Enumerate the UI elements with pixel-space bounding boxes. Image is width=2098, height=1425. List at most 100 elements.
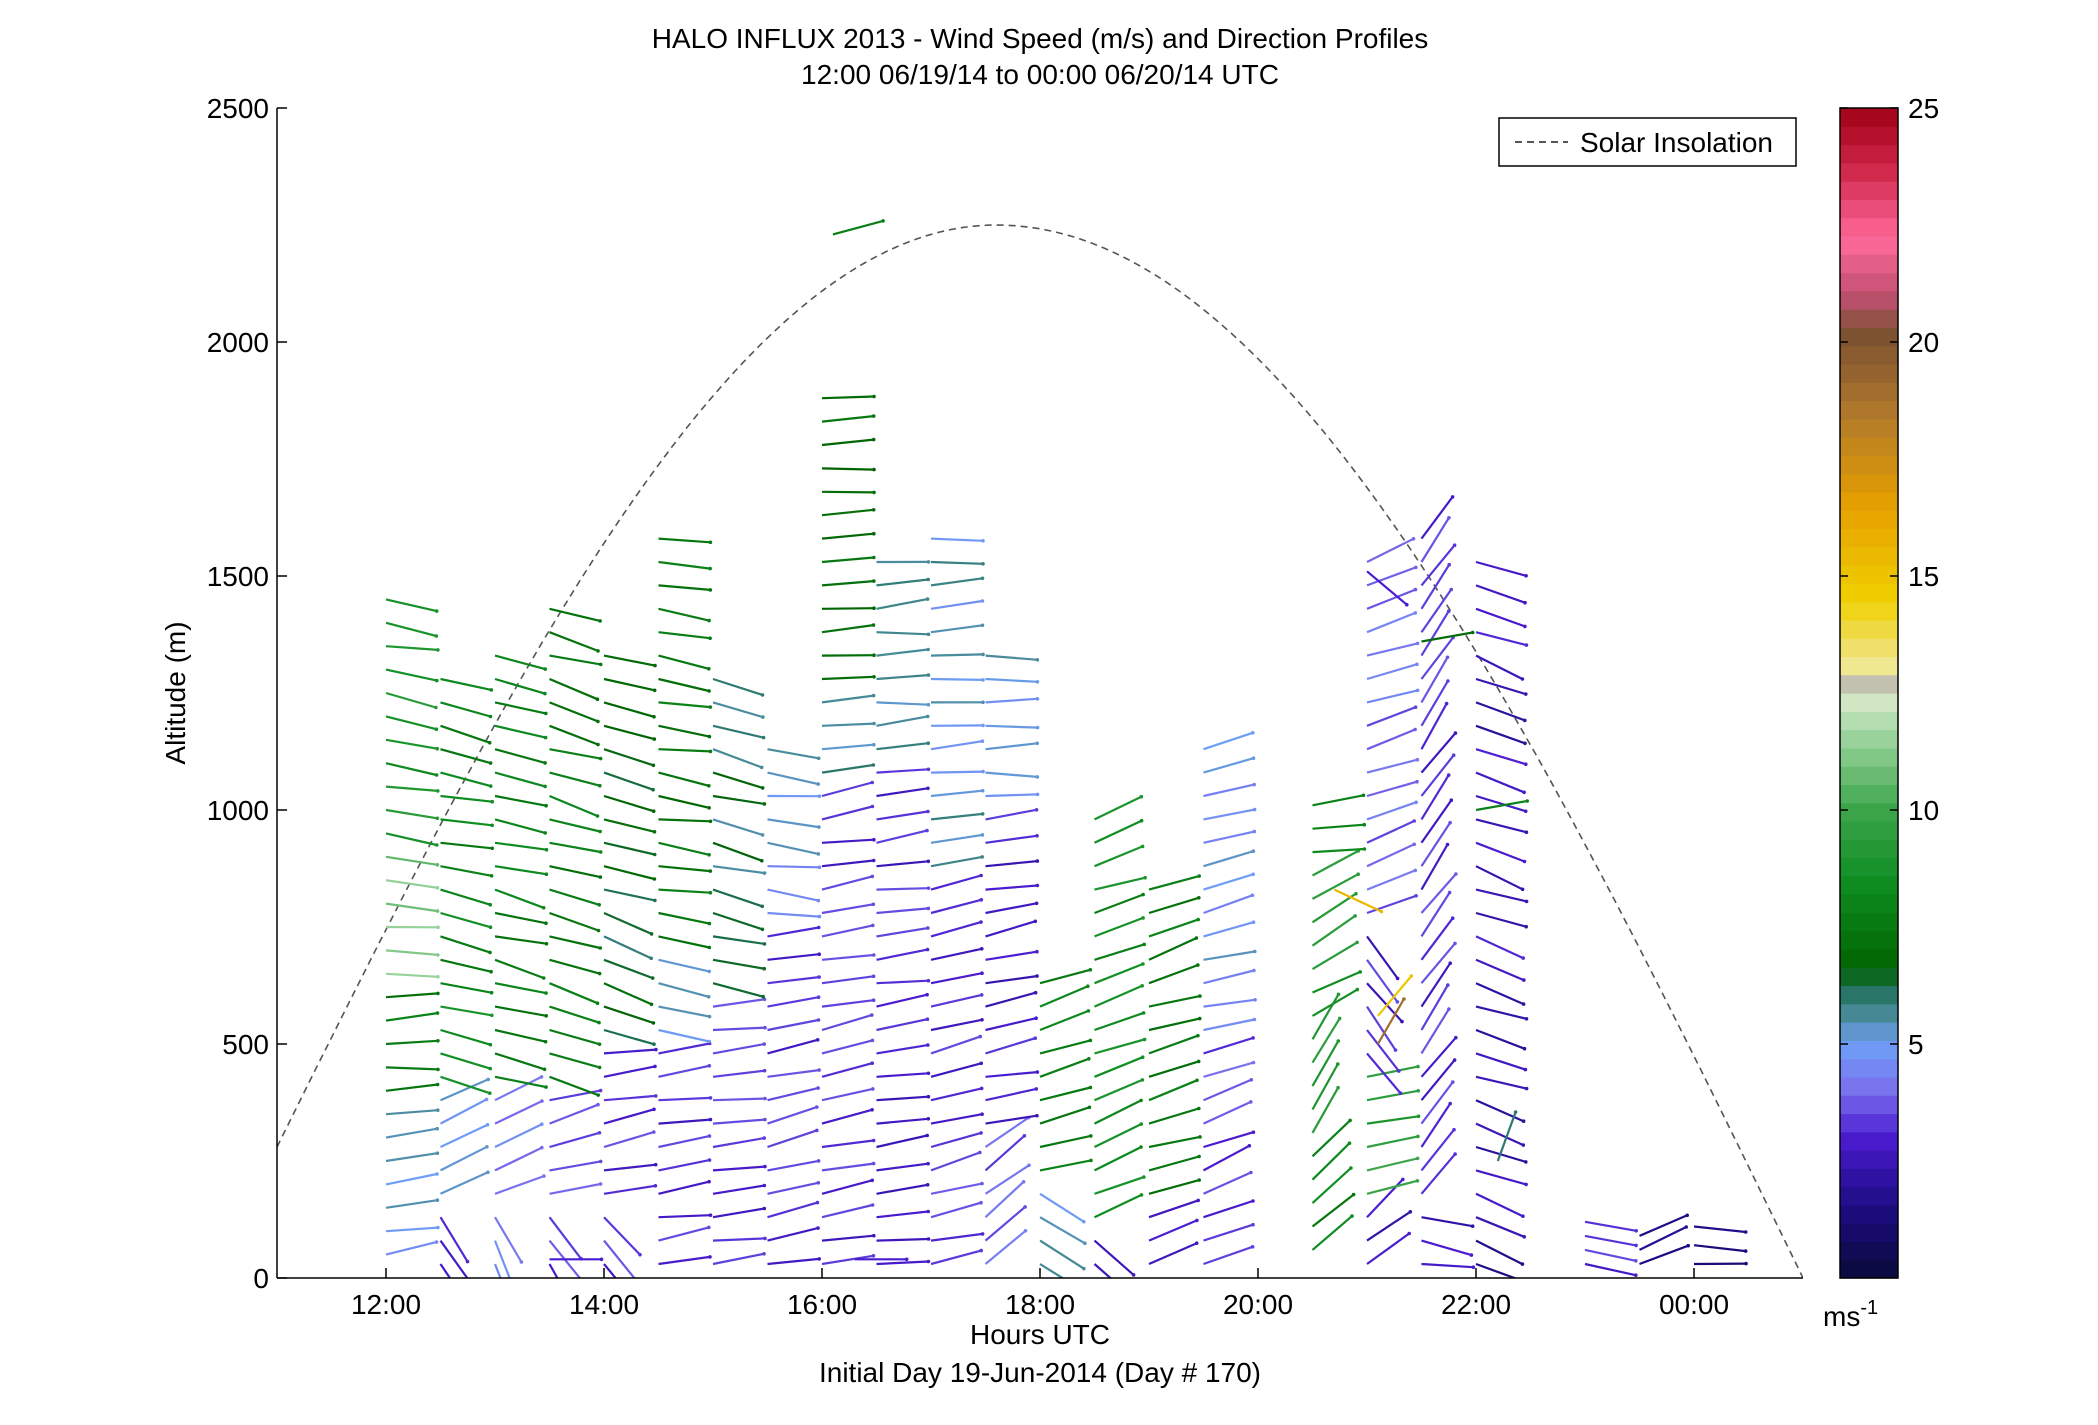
wind-vector [1203,894,1253,915]
wind-vector [821,580,874,587]
wind-vector [1475,560,1527,577]
wind-vector-head [1023,1229,1028,1233]
wind-vector [385,1172,438,1186]
wind-vector-head [816,898,821,903]
wind-vector-head [434,634,439,638]
wind-vector [494,1175,545,1195]
wind-vector [1148,1135,1201,1149]
wind-vector-head [436,648,440,652]
wind-vector [1203,998,1256,1008]
wind-vector-head [926,1209,930,1214]
wind-vector-head [1413,587,1418,592]
wind-vector-head [1336,1062,1340,1066]
wind-vector-head [926,1161,930,1166]
wind-vector-head [1524,1182,1528,1187]
wind-vector [494,865,547,876]
wind-vector-head [707,1225,711,1230]
wind-vector-head [638,1252,642,1257]
wind-vector [549,865,601,879]
wind-vector-head [1086,984,1090,988]
wind-vector [985,884,1038,891]
wind-vector-head [435,1082,440,1087]
x-tick-label: 22:00 [1441,1289,1511,1320]
wind-vector-head [1198,1135,1202,1139]
wind-vector [1420,799,1453,844]
wind-vector [1366,1005,1397,1051]
wind-vector-head [1250,893,1255,898]
colorbar-band [1840,199,1898,219]
wind-vector [821,805,873,821]
wind-vector [930,1182,983,1195]
wind-vector [658,771,710,787]
wind-vector-head [1379,909,1384,914]
wind-vector-head [1033,990,1038,995]
wind-vector-head [1415,1179,1420,1183]
wind-vector [712,1043,765,1055]
wind-vector [1203,1100,1252,1125]
wind-vector-head [872,579,876,583]
wind-vector-head [1521,1002,1526,1006]
colorbar-band [1840,162,1898,182]
wind-vector-head [1743,1249,1748,1253]
colorbar-band [1840,674,1898,694]
wind-vector-head [1033,919,1038,924]
wind-vector-head [1520,677,1525,681]
wind-vector [712,911,763,931]
wind-vector-head [1196,1033,1200,1038]
wind-vector [1420,732,1457,774]
wind-vector [876,1018,928,1032]
wind-vector-head [708,705,713,709]
wind-vector-head [486,1077,491,1082]
wind-vector [1420,1153,1456,1195]
colorbar-band [1840,1058,1898,1078]
wind-vector-head [598,1159,603,1164]
wind-vector-head [436,975,440,979]
wind-vector [767,865,820,869]
wind-vector [1148,964,1199,985]
wind-vector-head [1445,655,1450,660]
wind-vector [876,927,928,938]
wind-vector [876,1117,929,1125]
wind-vector-head [1251,849,1256,853]
wind-vector [984,1206,1026,1242]
wind-vector-head [870,1108,874,1112]
wind-vector-head [649,956,653,961]
wind-vector [603,841,655,856]
wind-vector [1203,1036,1254,1055]
wind-vector [1203,1223,1254,1242]
wind-vector [1420,1059,1456,1101]
wind-vector-head [1453,941,1457,946]
wind-vector-head [1035,883,1040,888]
wind-vector [494,841,547,851]
wind-vector [385,645,438,651]
wind-vector-head [1523,1280,1527,1284]
wind-vector [930,972,983,985]
wind-vector-head [1520,887,1525,892]
wind-vector-head [465,1259,470,1264]
wind-vector-head [761,715,765,719]
wind-vector [658,701,711,709]
wind-vector [1420,822,1452,867]
wind-vector [821,607,875,610]
wind-vector [1311,1040,1340,1087]
wind-vector [821,763,874,774]
wind-vector [1094,1146,1142,1172]
colorbar-band [1840,455,1898,475]
wind-vector-head [1409,974,1414,978]
wind-vector [1311,1119,1351,1158]
wind-vector-head [870,804,875,809]
wind-vector [930,1018,983,1032]
wind-vector-head [598,1182,603,1186]
wind-vector-head [1361,793,1366,798]
wind-vector [494,1100,543,1125]
wind-vector [1094,1123,1142,1148]
wind-vector [440,724,491,744]
wind-vector [549,1160,601,1172]
wind-vector-head [435,1172,439,1176]
wind-vector-head [485,1145,489,1149]
wind-vector-head [871,508,876,512]
wind-vector-head [1402,997,1406,1001]
wind-vector-head [1035,792,1040,797]
wind-vector-head [1449,798,1454,802]
wind-vector [1311,1017,1341,1064]
